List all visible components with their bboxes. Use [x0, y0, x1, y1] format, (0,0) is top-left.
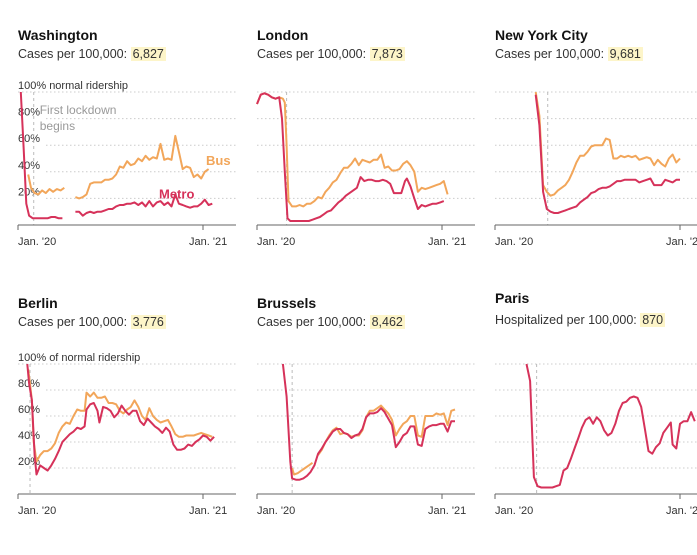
x-tick-label: Jan. '21: [428, 236, 466, 248]
metro-line: [75, 193, 213, 217]
ytick-bg: [17, 185, 45, 200]
x-tick-label: Jan. '21: [189, 236, 227, 248]
bus-line: [27, 369, 213, 463]
metro-line: [256, 92, 445, 222]
x-tick-label: Jan. '21: [189, 505, 227, 517]
panel-paris: Paris Hospitalized per 100,000: 870 Jan.…: [494, 290, 697, 550]
x-tick-label: Jan. '20: [495, 236, 533, 248]
y-tick-label: 40%: [18, 430, 40, 442]
cases-label: Cases per 100,000:: [257, 47, 370, 61]
lockdown-annotation: begins: [40, 119, 75, 133]
x-tick-label: Jan. '21: [428, 505, 466, 517]
cases-label: Cases per 100,000:: [18, 47, 131, 61]
x-tick-label: Jan. '20: [257, 236, 295, 248]
x-tick-label: Jan. '20: [18, 505, 56, 517]
cases-value: 9,681: [607, 47, 643, 61]
city-title: London: [257, 27, 309, 43]
ytick-bg: [17, 105, 45, 120]
cases-value: 870: [640, 313, 666, 327]
y-tick-label: 60%: [18, 133, 40, 145]
y-tick-label: 40%: [18, 160, 40, 172]
cases-value: 3,776: [130, 315, 166, 329]
y-axis-title: 100% normal ridership: [18, 80, 128, 92]
lockdown-annotation: First lockdown: [40, 103, 117, 117]
panel-london: London Cases per 100,000: 7,873 Jan. '20…: [256, 27, 487, 287]
x-tick-label: Jan. '20: [18, 236, 56, 248]
y-tick-label: 60%: [18, 404, 40, 416]
y-tick-label: 20%: [18, 186, 40, 198]
x-tick-label: Jan. '20: [257, 505, 295, 517]
city-title: Paris: [495, 290, 530, 306]
x-tick-label: Jan. '21: [666, 505, 697, 517]
cases-value: 8,462: [369, 315, 405, 329]
ytick-bg: [17, 403, 45, 417]
metro-line: [534, 94, 680, 214]
chart-svg: Jan. '20 Jan. '21: [494, 91, 697, 248]
chart-svg: 100% of normal ridership80%60%40%20%Jan.…: [17, 352, 236, 517]
city-title: Berlin: [18, 295, 58, 311]
cases-subtitle: Cases per 100,000: 6,827: [18, 47, 166, 61]
city-title: New York City: [495, 27, 588, 43]
panel-brussels: Brussels Cases per 100,000: 8,462 Jan. '…: [256, 295, 487, 555]
bus-line: [291, 461, 314, 476]
metro-line: [281, 363, 455, 481]
bus-line: [534, 91, 681, 197]
metro-line: [26, 363, 215, 476]
metro-line: [525, 363, 696, 489]
ytick-bg: [17, 429, 45, 443]
bus-line: [75, 134, 210, 200]
panel-new-york-city: New York City Cases per 100,000: 9,681 J…: [494, 27, 697, 287]
bus-label: Bus: [206, 153, 231, 168]
cases-subtitle: Hospitalized per 100,000: 870: [495, 313, 666, 327]
x-tick-label: Jan. '21: [666, 236, 697, 248]
cases-value: 6,827: [130, 47, 166, 61]
panel-berlin: Berlin Cases per 100,000: 3,776 100% of …: [17, 295, 248, 555]
cases-label: Cases per 100,000:: [495, 47, 608, 61]
cases-label: Hospitalized per 100,000:: [495, 313, 641, 327]
x-tick-label: Jan. '20: [495, 505, 533, 517]
city-title: Brussels: [257, 295, 317, 311]
cases-label: Cases per 100,000:: [18, 315, 131, 329]
city-title: Washington: [18, 27, 98, 43]
cases-value: 7,873: [369, 47, 405, 61]
cases-label: Cases per 100,000:: [257, 315, 370, 329]
metro-label: Metro: [159, 186, 194, 201]
y-tick-label: 80%: [18, 107, 40, 119]
panel-washington: Washington Cases per 100,000: 6,827 100%…: [17, 27, 248, 287]
metro-line: [19, 91, 63, 220]
chart-svg: Jan. '20 Jan. '21: [256, 363, 475, 517]
chart-svg: Jan. '20 Jan. '21: [256, 91, 475, 248]
cases-subtitle: Cases per 100,000: 7,873: [257, 47, 405, 61]
chart-svg: Jan. '20 Jan. '21: [494, 363, 697, 517]
cases-subtitle: Cases per 100,000: 3,776: [18, 315, 166, 329]
bus-line: [256, 92, 449, 208]
y-axis-title: 100% of normal ridership: [18, 352, 140, 364]
bus-line: [27, 174, 65, 196]
cases-subtitle: Cases per 100,000: 8,462: [257, 315, 405, 329]
cases-subtitle: Cases per 100,000: 9,681: [495, 47, 643, 61]
bus-line: [317, 404, 456, 456]
chart-svg: 100% normal ridership 80% 60% 40% 20% First l…: [17, 80, 236, 248]
